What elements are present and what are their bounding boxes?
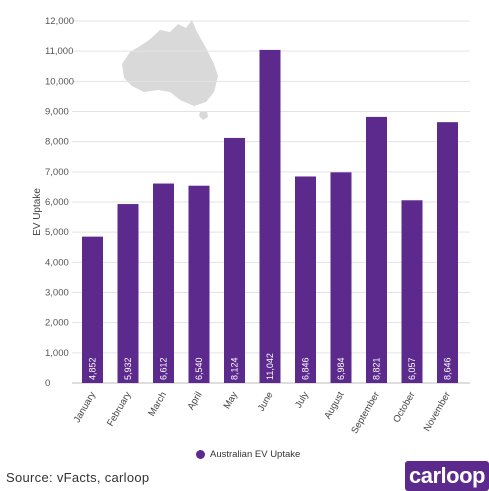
legend-swatch (196, 450, 205, 459)
bar (295, 176, 316, 383)
y-tick-label: 6,000 (45, 197, 69, 208)
x-axis-ticks: January February March April May June July Augu… (72, 390, 453, 436)
data-label: 4,852 (88, 357, 98, 380)
bar (259, 49, 281, 384)
y-tick-label: 2,000 (45, 318, 69, 329)
bar (330, 172, 352, 383)
y-tick-label: 0 (45, 378, 50, 389)
tasmania-watermark (199, 111, 208, 120)
carloop-logo: carloop (405, 461, 489, 491)
x-tick-label: November (422, 390, 453, 433)
data-label: 6,540 (194, 357, 204, 380)
x-tick-label: March (146, 390, 169, 418)
x-tick-label: April (186, 390, 205, 412)
bar (437, 122, 458, 383)
legend: Australian EV Uptake (196, 449, 300, 460)
bar (366, 116, 387, 383)
bar-chart: 0 1,000 2,000 3,000 4,000 5,000 6,000 7,000 8,00… (32, 16, 470, 436)
y-tick-label: 7,000 (45, 167, 69, 178)
y-tick-label: 12,000 (45, 16, 74, 27)
x-tick-label: October (391, 390, 417, 425)
data-label: 6,984 (336, 357, 346, 380)
x-tick-label: June (256, 390, 276, 413)
x-tick-label: September (349, 390, 382, 436)
data-label: 11,042 (265, 353, 275, 380)
bar (117, 204, 139, 383)
data-label: 8,124 (230, 357, 240, 380)
logo-text: carloop (409, 463, 485, 488)
y-tick-label: 11,000 (45, 46, 73, 57)
bar (224, 137, 245, 383)
data-label: 8,646 (443, 357, 453, 380)
bar (82, 236, 103, 383)
bars (82, 49, 458, 384)
y-tick-label: 10,000 (45, 76, 74, 87)
data-label: 8,821 (372, 357, 382, 380)
y-tick-label: 1,000 (45, 348, 69, 359)
y-tick-label: 9,000 (45, 107, 69, 118)
legend-label: Australian EV Uptake (210, 449, 301, 460)
source-caption: Source: vFacts, carloop (6, 470, 150, 485)
y-tick-label: 3,000 (45, 288, 69, 299)
bar (188, 185, 210, 383)
data-label: 6,612 (159, 357, 169, 380)
bar (153, 183, 174, 383)
data-label: 6,846 (301, 357, 311, 380)
data-labels: 4,852 5,932 6,612 6,540 8,124 11,042 6,846 6,98… (88, 353, 453, 380)
x-tick-label: August (322, 390, 346, 421)
y-tick-label: 4,000 (45, 257, 69, 268)
x-tick-label: January (72, 390, 99, 425)
y-axis-title: EV Uptake (32, 188, 43, 236)
x-tick-label: May (222, 390, 241, 411)
bar (401, 200, 423, 383)
data-label: 6,057 (407, 357, 417, 380)
y-tick-label: 5,000 (45, 227, 69, 238)
australia-map-watermark (122, 20, 218, 106)
data-label: 5,932 (123, 357, 133, 380)
x-tick-label: February (105, 390, 134, 429)
y-tick-label: 8,000 (45, 137, 69, 148)
x-tick-label: July (293, 390, 311, 410)
y-axis-ticks: 0 1,000 2,000 3,000 4,000 5,000 6,000 7,000 8,00… (45, 16, 74, 389)
